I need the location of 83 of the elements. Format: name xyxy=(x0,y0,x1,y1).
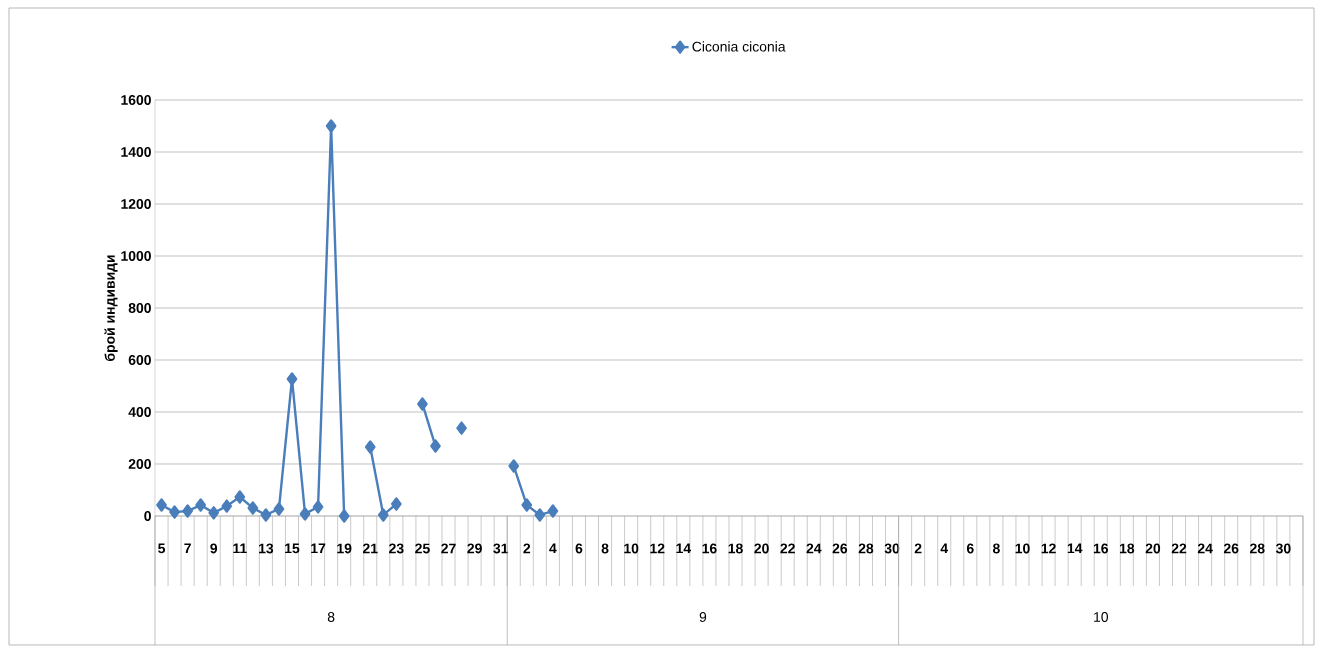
point xyxy=(208,506,220,520)
x-tick-label: 4 xyxy=(549,543,557,554)
point xyxy=(521,498,533,512)
point xyxy=(234,490,246,504)
x-tick-label: 8 xyxy=(992,543,1000,554)
x-tick-label: 9 xyxy=(210,543,218,554)
point xyxy=(417,397,428,411)
x-tick-label: 26 xyxy=(1223,543,1239,554)
point xyxy=(182,504,193,518)
x-tick-label: 29 xyxy=(467,543,482,554)
point xyxy=(325,119,337,133)
x-tick-label: 18 xyxy=(1119,543,1135,554)
x-tick-label: 4 xyxy=(940,543,949,554)
x-tick-label: 30 xyxy=(884,543,900,554)
y-tick-label: 0 xyxy=(144,511,151,521)
x-tick-label: 14 xyxy=(1067,543,1083,554)
x-tick-label: 24 xyxy=(806,543,822,554)
point xyxy=(156,498,167,512)
y-tick-label: 600 xyxy=(128,355,151,365)
x-tick-label: 12 xyxy=(1041,543,1056,554)
y-tick-label: 1600 xyxy=(121,95,151,105)
x-tick-label: 17 xyxy=(311,543,326,554)
x-tick-label: 26 xyxy=(832,543,848,554)
x-tick-label: 8 xyxy=(601,543,609,554)
x-tick-label: 31 xyxy=(493,543,509,554)
point xyxy=(299,507,311,521)
x-tick-label: 2 xyxy=(523,543,531,554)
point xyxy=(377,508,389,522)
point xyxy=(286,372,298,386)
point xyxy=(273,502,285,516)
x-tick-label: 13 xyxy=(259,543,274,554)
point xyxy=(430,439,441,453)
x-tick-label: 27 xyxy=(441,543,456,554)
point xyxy=(260,508,272,522)
point xyxy=(221,499,233,513)
point xyxy=(195,498,206,512)
point xyxy=(456,421,467,435)
x-tick-label: 16 xyxy=(1093,543,1108,554)
point xyxy=(312,500,324,514)
x-tick-label: 18 xyxy=(728,543,743,554)
y-tick-label: 800 xyxy=(128,303,151,313)
point xyxy=(338,509,350,523)
x-tick-label: 21 xyxy=(362,543,378,554)
x-tick-label: 10 xyxy=(1015,543,1030,554)
x-tick-label: 20 xyxy=(754,543,769,554)
point xyxy=(547,504,559,518)
x-tick-label: 6 xyxy=(966,543,974,554)
y-tick-label: 1000 xyxy=(121,251,151,261)
x-tick-label: 7 xyxy=(184,543,191,554)
x-tick-label: 30 xyxy=(1275,543,1291,554)
x-tick-label: 28 xyxy=(858,543,874,554)
x-tick-label: 12 xyxy=(650,543,665,554)
point xyxy=(247,501,259,515)
y-tick-label: 400 xyxy=(128,407,151,417)
text: 9 xyxy=(699,612,707,622)
x-tick-label: 5 xyxy=(158,543,166,554)
text: 10 xyxy=(1094,612,1109,622)
text: 8 xyxy=(327,612,335,622)
point xyxy=(534,508,546,522)
y-tick-label: 1200 xyxy=(121,199,151,209)
x-tick-label: 14 xyxy=(676,543,692,554)
x-tick-label: 25 xyxy=(415,543,430,554)
legend-label: Ciconia ciconia xyxy=(692,41,786,52)
x-tick-label: 22 xyxy=(1171,543,1187,554)
point xyxy=(364,440,376,454)
x-tick-label: 10 xyxy=(624,543,639,554)
x-tick-label: 22 xyxy=(780,543,795,554)
x-tick-label: 24 xyxy=(1197,543,1213,554)
point xyxy=(391,497,402,511)
x-tick-label: 15 xyxy=(285,543,300,554)
x-tick-label: 11 xyxy=(233,543,247,554)
point xyxy=(169,505,180,519)
x-tick-label: 6 xyxy=(575,543,583,554)
x-tick-label: 23 xyxy=(389,543,404,554)
x-tick-label: 19 xyxy=(337,543,352,554)
x-tick-label: 2 xyxy=(914,543,922,554)
point xyxy=(508,459,520,473)
y-axis-title: брой индивиди xyxy=(104,255,118,361)
x-tick-label: 28 xyxy=(1250,543,1265,554)
y-tick-label: 1400 xyxy=(121,147,151,157)
x-tick-label: 16 xyxy=(702,543,717,554)
x-tick-label: 20 xyxy=(1145,543,1161,554)
y-tick-label: 200 xyxy=(128,459,151,469)
